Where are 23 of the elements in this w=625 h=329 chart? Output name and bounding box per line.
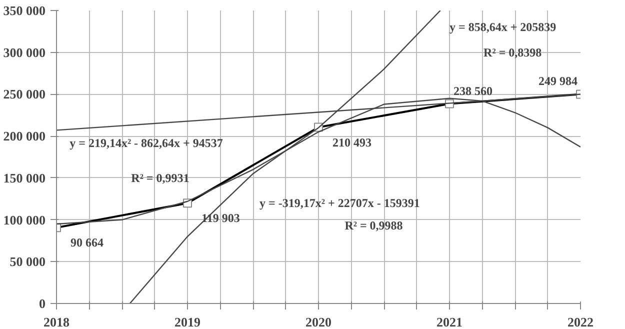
y-tick-label: 250 000 (3, 86, 46, 102)
x-tick-label: 2020 (306, 314, 332, 329)
annotation: R² = 0,9988 (344, 218, 403, 233)
annotation: R² = 0,9931 (131, 170, 190, 185)
annotation: y = -319,17x² + 22707x - 159391 (260, 196, 420, 210)
annotation: y = 858,64x + 205839 (450, 20, 556, 34)
annotation: R² = 0,8398 (484, 45, 542, 60)
x-tick-label: 2022 (568, 314, 594, 329)
y-tick-label: 0 (39, 296, 46, 311)
x-tick-label: 2018 (44, 314, 70, 329)
y-tick-label: 150 000 (3, 170, 46, 186)
data-label: 210 493 (332, 135, 372, 150)
data-label: 90 664 (70, 236, 104, 250)
y-tick-label: 300 000 (3, 44, 46, 60)
annotation: y = 219,14x² - 862,64x + 94537 (70, 136, 223, 150)
x-tick-label: 2021 (436, 314, 462, 329)
y-tick-label: 100 000 (3, 212, 46, 228)
y-tick-label: 200 000 (3, 128, 46, 144)
y-tick-label: 50 000 (10, 254, 46, 270)
x-tick-label: 2019 (174, 314, 201, 329)
data-label: 238 560 (454, 84, 492, 98)
y-tick-label: 350 000 (3, 3, 46, 18)
data-label: 249 984 (538, 74, 578, 88)
